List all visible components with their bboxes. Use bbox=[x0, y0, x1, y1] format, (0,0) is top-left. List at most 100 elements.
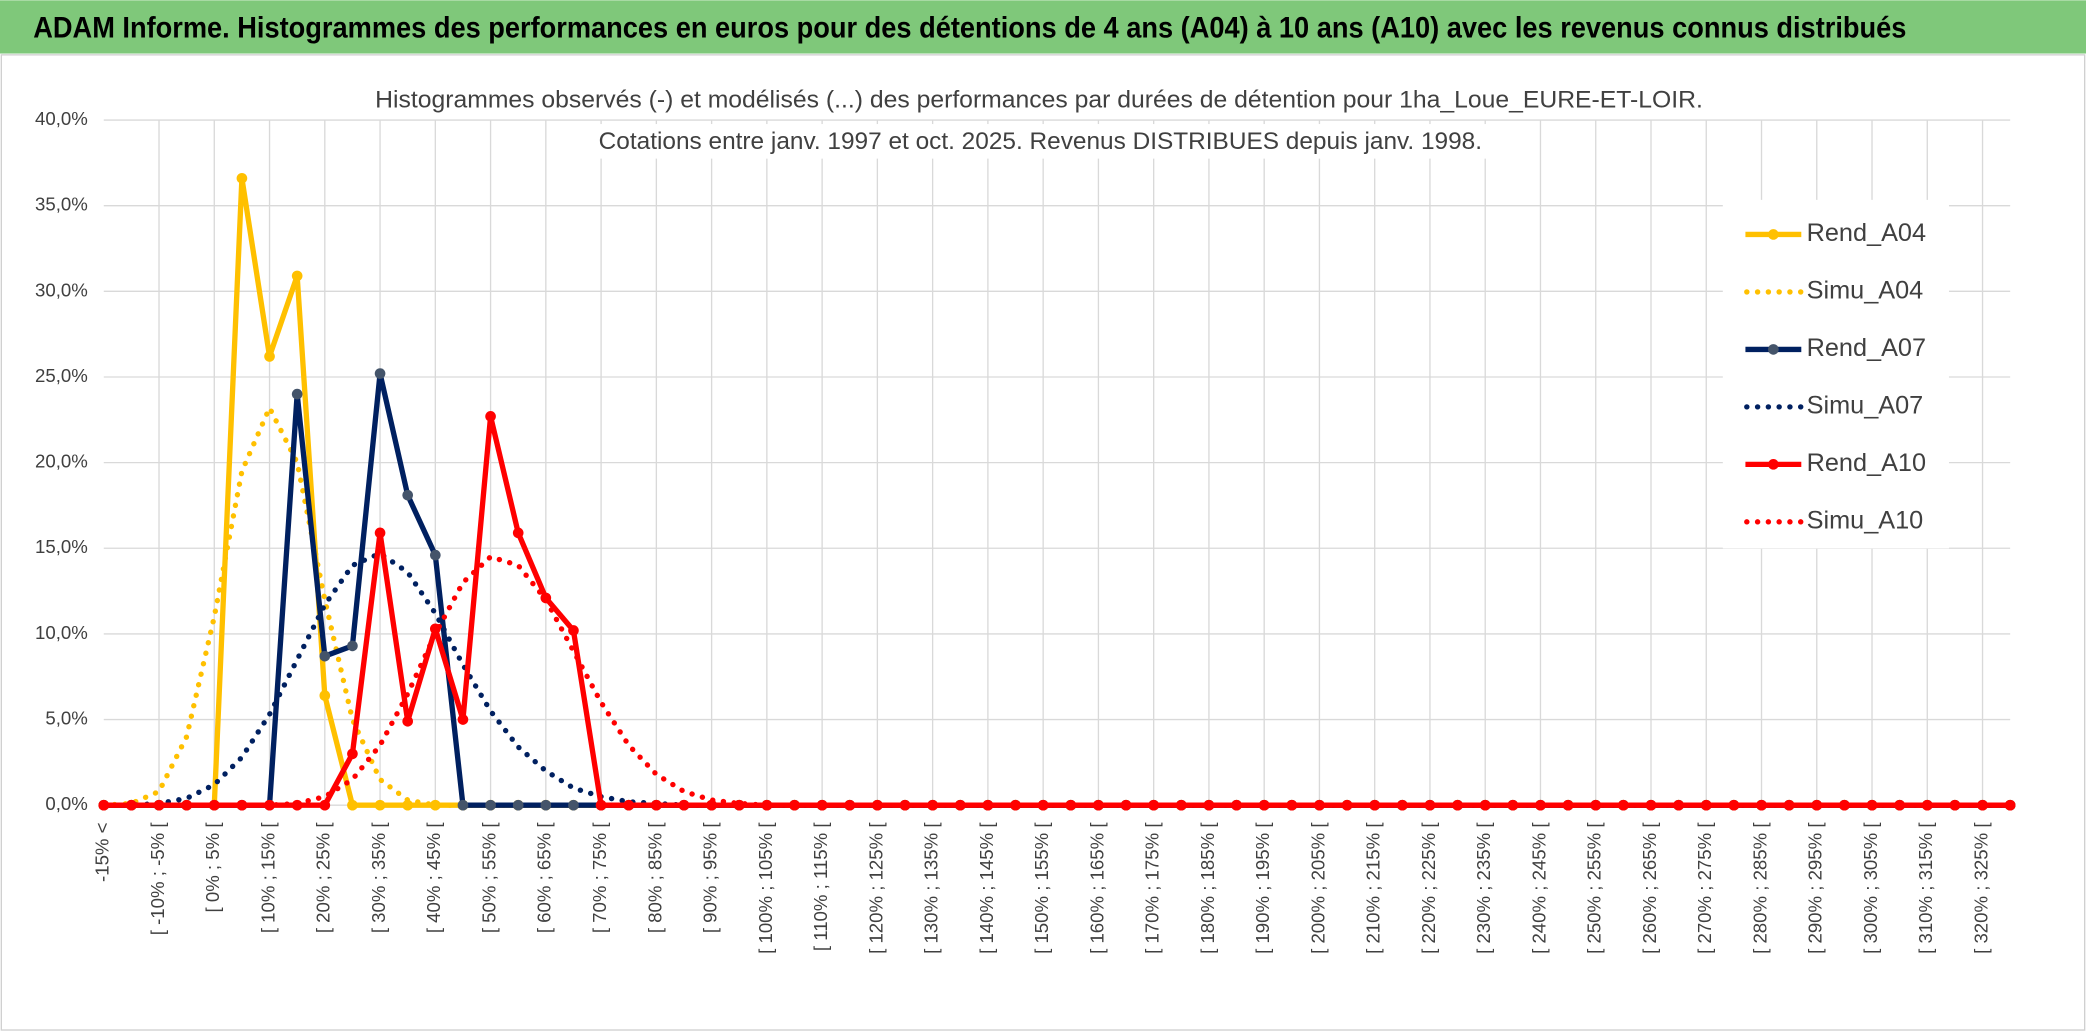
point bbox=[706, 799, 717, 811]
y-tick-label: 10,0% bbox=[35, 622, 88, 643]
point bbox=[319, 650, 331, 662]
y-tick-label: 20,0% bbox=[35, 451, 88, 472]
x-tick-label: [ 240% ; 245% [ bbox=[1528, 822, 1549, 954]
point bbox=[319, 690, 331, 701]
title-bg bbox=[369, 82, 1709, 115]
point bbox=[429, 549, 441, 561]
point bbox=[291, 270, 303, 282]
x-tick-label: [ 70% ; 75% [ bbox=[589, 822, 610, 934]
point bbox=[1175, 799, 1187, 811]
point bbox=[540, 799, 552, 811]
point bbox=[1866, 799, 1878, 811]
point bbox=[623, 799, 635, 811]
point bbox=[402, 799, 414, 811]
point bbox=[457, 799, 469, 811]
point bbox=[1921, 799, 1933, 811]
y-tick-label: 15,0% bbox=[35, 536, 88, 557]
x-tick-label: [ 20% ; 25% [ bbox=[313, 822, 334, 934]
point bbox=[374, 799, 386, 811]
x-tick-label: [ 40% ; 45% [ bbox=[423, 822, 444, 934]
legend-label: Simu_A04 bbox=[1807, 277, 1924, 305]
x-tick-label: -15% < bbox=[92, 822, 113, 881]
legend-marker bbox=[1768, 459, 1779, 470]
point bbox=[402, 489, 414, 501]
point bbox=[347, 748, 358, 760]
subtitle-bg bbox=[592, 124, 1490, 159]
x-tick-label: [ 50% ; 55% [ bbox=[478, 822, 499, 934]
point bbox=[457, 714, 469, 725]
x-tick-label: [ 0% ; 5% [ bbox=[202, 822, 223, 913]
x-tick-label: [ 300% ; 305% [ bbox=[1860, 822, 1881, 954]
point bbox=[1811, 799, 1823, 811]
x-tick-label: [ 100% ; 105% [ bbox=[755, 822, 776, 954]
point bbox=[872, 799, 883, 811]
x-tick-label: [ 250% ; 255% [ bbox=[1584, 822, 1605, 954]
point bbox=[264, 799, 275, 811]
x-tick-label: [ 270% ; 275% [ bbox=[1694, 822, 1715, 954]
point bbox=[402, 715, 414, 727]
point bbox=[1673, 799, 1684, 811]
point bbox=[1949, 799, 1961, 811]
x-tick-label: [ 140% ; 145% [ bbox=[976, 822, 997, 954]
y-tick-label: 0,0% bbox=[45, 793, 87, 814]
x-tick-label: [ 290% ; 295% [ bbox=[1805, 822, 1826, 954]
point bbox=[485, 411, 496, 422]
x-tick-label: [ 310% ; 315% [ bbox=[1915, 822, 1936, 954]
x-tick-label: [ 200% ; 205% [ bbox=[1307, 822, 1328, 954]
x-tick-label: [ 220% ; 225% [ bbox=[1418, 822, 1439, 954]
point bbox=[1037, 799, 1049, 811]
x-tick-label: [ 110% ; 115% [ bbox=[810, 822, 831, 951]
x-tick-label: [ 150% ; 155% [ bbox=[1031, 822, 1052, 954]
point bbox=[319, 799, 331, 811]
point bbox=[927, 799, 938, 811]
y-tick-label: 40,0% bbox=[35, 108, 88, 129]
x-tick-label: [ 120% ; 125% [ bbox=[865, 822, 886, 954]
x-tick-label: [ 30% ; 35% [ bbox=[368, 822, 389, 934]
point bbox=[568, 625, 579, 636]
legend-marker bbox=[1768, 344, 1779, 355]
point bbox=[1562, 799, 1574, 811]
point bbox=[1507, 799, 1519, 811]
series-line bbox=[101, 554, 2013, 808]
point bbox=[512, 799, 524, 811]
x-tick-label: [ 230% ; 235% [ bbox=[1473, 822, 1494, 954]
y-tick-label: 25,0% bbox=[35, 365, 88, 386]
point bbox=[347, 799, 358, 811]
point bbox=[982, 799, 994, 811]
legend-label: Rend_A10 bbox=[1807, 449, 1926, 477]
point bbox=[1424, 799, 1436, 811]
x-tick-label: [ 160% ; 165% [ bbox=[1086, 822, 1107, 954]
x-tick-label: [ 280% ; 285% [ bbox=[1749, 822, 1770, 954]
chart: -15% < [ -10% ; -5% [[ 0% ; 5% [[ 10% ; 1… bbox=[35, 108, 2016, 954]
x-tick-label: [ -10% ; -5% [ bbox=[147, 822, 168, 936]
y-tick-label: 30,0% bbox=[35, 279, 88, 300]
x-tick-label: [ 180% ; 185% [ bbox=[1197, 822, 1218, 954]
point bbox=[512, 527, 524, 539]
legend-label: Rend_A07 bbox=[1807, 334, 1926, 362]
point bbox=[678, 799, 690, 811]
point bbox=[1314, 799, 1325, 811]
point bbox=[291, 388, 303, 400]
x-tick-label: [ 90% ; 95% [ bbox=[700, 822, 721, 934]
x-tick-label: [ 210% ; 215% [ bbox=[1363, 822, 1384, 954]
series-line bbox=[101, 550, 2013, 808]
x-tick-label: [ 60% ; 65% [ bbox=[534, 822, 555, 934]
legend-label: Simu_A07 bbox=[1807, 392, 1924, 420]
point bbox=[429, 799, 441, 811]
legend-marker bbox=[1768, 229, 1779, 240]
point bbox=[595, 799, 607, 811]
x-tick-label: [ 260% ; 265% [ bbox=[1639, 822, 1660, 954]
point bbox=[374, 368, 386, 379]
x-tick-label: [ 130% ; 135% [ bbox=[921, 822, 942, 954]
x-tick-label: [ 80% ; 85% [ bbox=[644, 822, 665, 934]
point bbox=[1618, 799, 1629, 811]
point bbox=[264, 351, 275, 362]
point bbox=[651, 799, 662, 811]
point bbox=[126, 799, 137, 811]
header-title: ADAM Informe. Histogrammes des performan… bbox=[33, 12, 1906, 44]
point bbox=[2004, 799, 2016, 811]
point bbox=[1120, 799, 1132, 811]
y-tick-label: 5,0% bbox=[45, 707, 87, 728]
legend-bg bbox=[1722, 199, 1949, 549]
